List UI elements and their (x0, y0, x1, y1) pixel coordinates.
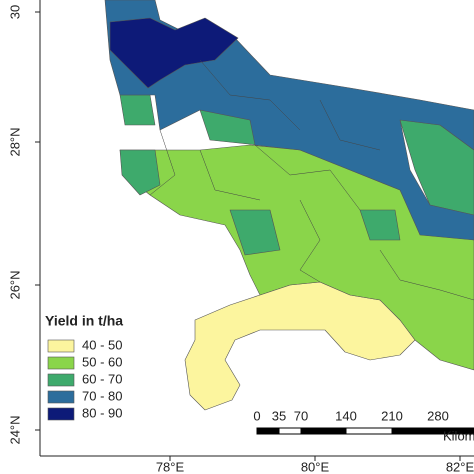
map-regions (104, 0, 474, 411)
district-region (119, 149, 161, 196)
scale-label: 280 (427, 408, 449, 423)
scale-segment (278, 427, 302, 435)
scale-segment (391, 427, 439, 435)
district-border (149, 129, 176, 196)
district-border (379, 249, 474, 301)
legend-swatch (47, 390, 75, 404)
district-region (184, 281, 416, 411)
district-region (109, 17, 239, 89)
y-tick-label: 24°N (7, 415, 22, 444)
district-region (229, 209, 281, 256)
scale-bar: 0 35 70 140 210 280 Kilom (253, 408, 474, 443)
district-border (299, 199, 321, 283)
x-tick-label: 78°E (156, 459, 185, 474)
legend-label: 50 - 60 (82, 354, 122, 369)
legend: Yield in t/ha 40 - 50 50 - 60 60 - 70 70 - … (45, 313, 123, 421)
legend-title: Yield in t/ha (45, 313, 123, 329)
legend-swatch (47, 356, 75, 370)
district-border (319, 99, 381, 151)
district-border (254, 144, 361, 211)
scale-label: 0 (253, 408, 260, 423)
legend-label: 70 - 80 (82, 388, 122, 403)
y-axis: 30 28°N 26°N 24°N (7, 5, 40, 445)
legend-swatch (47, 373, 75, 387)
y-tick-label: 28°N (7, 127, 22, 156)
district-lines (149, 59, 474, 301)
x-tick-label: 82°E (446, 459, 474, 474)
scale-label: 140 (335, 408, 357, 423)
legend-swatch (47, 407, 75, 421)
x-axis: 78°E 80°E 82°E (156, 456, 474, 474)
scale-segment (256, 427, 280, 435)
scale-unit: Kilom (443, 428, 474, 443)
y-tick-label: 26°N (7, 270, 22, 299)
scale-label: 210 (381, 408, 403, 423)
scale-segment (345, 427, 393, 435)
scale-label: 70 (294, 408, 308, 423)
legend-label: 60 - 70 (82, 371, 122, 386)
scale-label: 35 (272, 408, 286, 423)
district-border (199, 149, 261, 201)
legend-swatch (47, 339, 75, 353)
x-tick-label: 80°E (301, 459, 330, 474)
scale-segment (300, 427, 347, 435)
legend-label: 40 - 50 (82, 337, 122, 352)
district-border (199, 59, 301, 131)
y-tick-label: 30 (7, 5, 22, 19)
scale-segment (437, 427, 474, 435)
legend-label: 80 - 90 (82, 405, 122, 420)
district-region (119, 94, 156, 126)
district-region (359, 209, 401, 241)
